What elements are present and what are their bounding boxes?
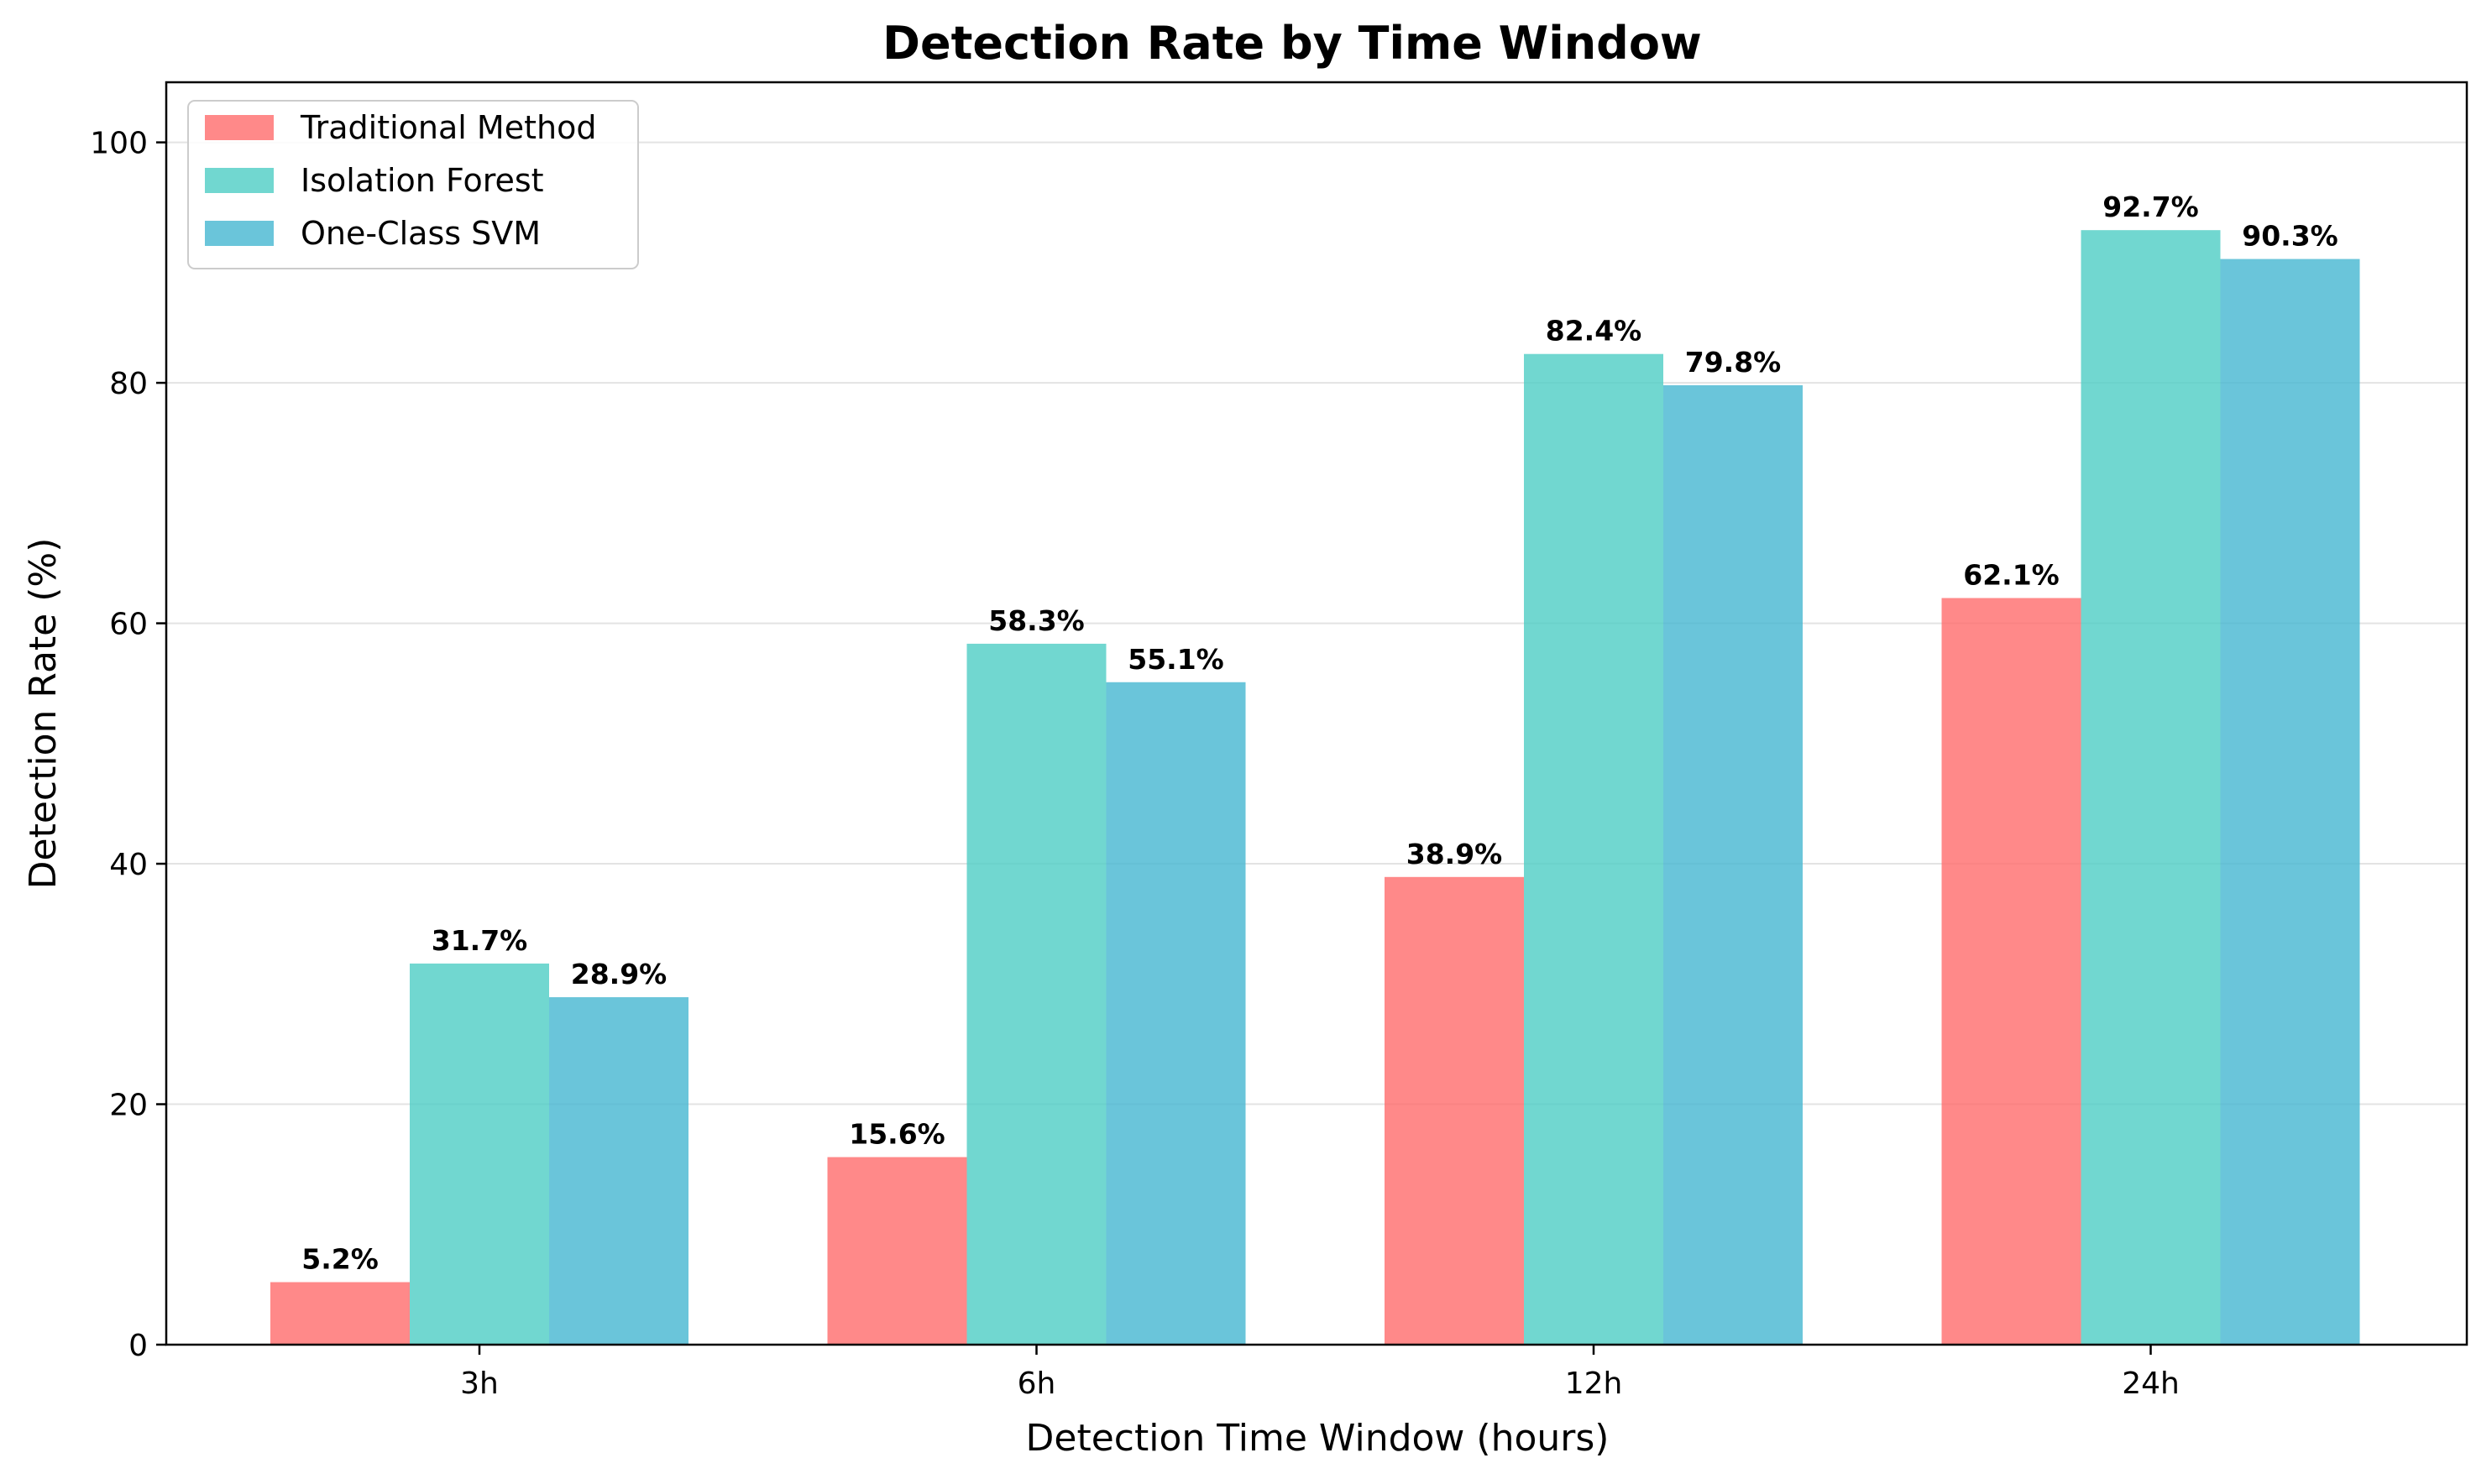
bar-value-label: 90.3% (2242, 220, 2338, 253)
bar (1941, 598, 2081, 1345)
x-axis-ticks: 3h 6h 12h 24h (460, 1345, 2180, 1401)
legend-swatch (205, 115, 274, 140)
bar (1106, 682, 1246, 1345)
x-tick-label: 24h (2122, 1366, 2180, 1401)
bar (966, 643, 1107, 1345)
legend-label: Traditional Method (300, 109, 596, 146)
bar-value-label: 62.1% (1963, 558, 2060, 591)
bar (827, 1157, 967, 1345)
y-tick-label: 20 (109, 1089, 148, 1123)
y-tick-label: 100 (90, 127, 148, 161)
legend-label: One-Class SVM (301, 215, 541, 252)
legend-box (187, 100, 639, 269)
plot-frame (165, 81, 2468, 1346)
x-tick-label: 6h (1018, 1366, 1056, 1401)
chart-title: Detection Rate by Time Window (882, 17, 1702, 70)
legend: Traditional Method Isolation Forest One-Cl… (187, 100, 639, 269)
y-axis-ticks: 0 20 40 60 80 100 (90, 127, 166, 1363)
legend-swatch (205, 221, 274, 246)
bar (1663, 384, 1803, 1346)
y-tick-label: 0 (128, 1329, 148, 1363)
bar-value-label: 55.1% (1128, 643, 1224, 676)
y-tick-label: 60 (109, 608, 148, 642)
bar (1385, 876, 1524, 1345)
bar (270, 1282, 410, 1345)
bar-value-label: 58.3% (988, 604, 1085, 637)
bar-value-label: 82.4% (1546, 315, 1642, 347)
bar-value-label: 31.7% (432, 924, 528, 957)
y-axis-label: Detection Rate (%) (22, 538, 65, 890)
x-tick-label: 3h (460, 1366, 499, 1401)
bar-value-label: 15.6% (849, 1118, 945, 1151)
bar (2081, 230, 2221, 1345)
x-tick-label: 12h (1565, 1366, 1623, 1401)
bar-value-label: 38.9% (1406, 838, 1503, 870)
bar-value-label: 92.7% (2102, 191, 2199, 223)
bar (549, 997, 688, 1345)
bar-value-label: 5.2% (301, 1243, 379, 1276)
data-labels: 5.2% 15.6% 38.9% 62.1% 31.7% 58.3% 82.4% 92.7% 2… (301, 191, 2338, 1275)
legend-label: Isolation Forest (301, 162, 544, 199)
bar (2220, 259, 2360, 1345)
y-tick-label: 40 (109, 848, 148, 882)
x-axis-label: Detection Time Window (hours) (1026, 1417, 1610, 1460)
legend-swatch (205, 168, 274, 193)
bar-value-label: 28.9% (571, 958, 668, 990)
bar-value-label: 79.8% (1685, 346, 1782, 379)
bars (270, 230, 2360, 1346)
bar (1524, 353, 1663, 1345)
y-tick-label: 80 (109, 367, 148, 401)
bar (410, 963, 549, 1345)
